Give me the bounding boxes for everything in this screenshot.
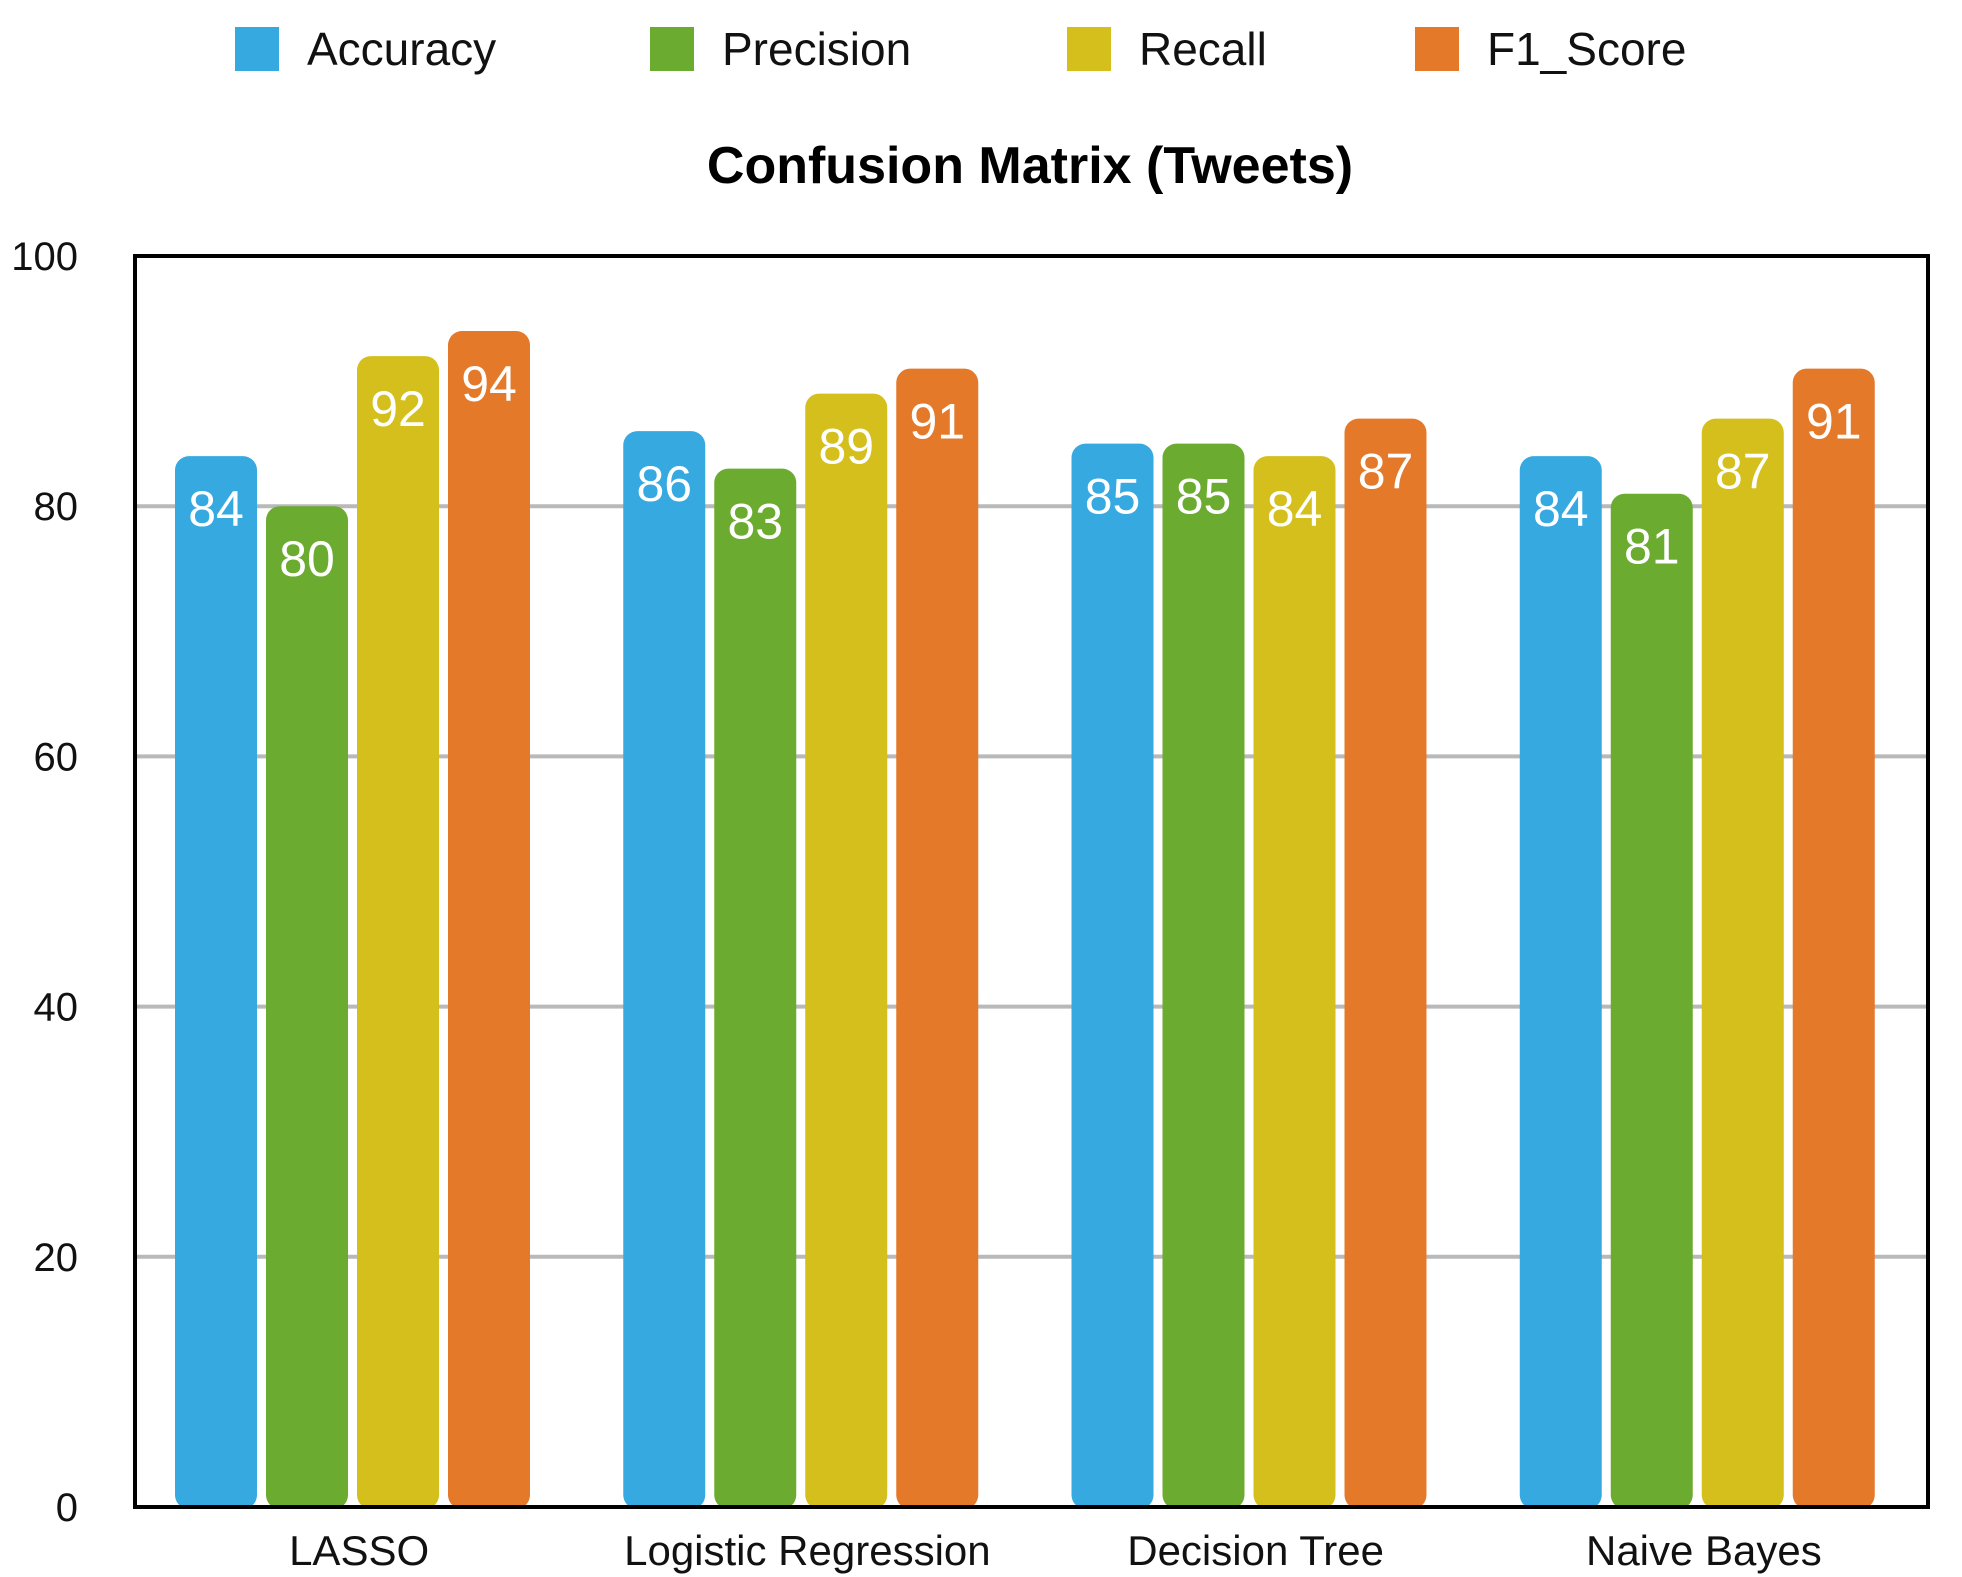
data-label: 81	[1624, 519, 1680, 575]
bar-recall-naive-bayes	[1701, 418, 1784, 1509]
bar-precision-naive-bayes	[1610, 493, 1693, 1509]
data-label: 87	[1358, 444, 1414, 500]
x-axis-categories: LASSO Logistic Regression Decision Tree Nai…	[289, 1527, 1822, 1574]
bar-f1-score-naive-bayes	[1792, 368, 1875, 1510]
bar-recall-decision-tree	[1253, 456, 1336, 1509]
bar-accuracy-logistic-regression	[623, 431, 706, 1509]
y-tick-label: 80	[34, 485, 79, 529]
data-label: 84	[1267, 481, 1323, 537]
y-tick-label: 60	[34, 735, 79, 779]
x-category-label: Decision Tree	[1127, 1527, 1384, 1574]
y-tick-label: 0	[56, 1486, 78, 1530]
bar-recall-lasso	[357, 356, 439, 1510]
data-label: 91	[909, 394, 965, 450]
data-label: 89	[818, 419, 874, 475]
bar-precision-decision-tree	[1162, 443, 1245, 1509]
data-label: 86	[636, 456, 692, 512]
legend-entry: F1_Score	[1487, 23, 1686, 75]
bar-accuracy-decision-tree	[1071, 443, 1154, 1509]
bar-precision-logistic-regression	[714, 468, 797, 1509]
x-category-label: LASSO	[289, 1527, 429, 1574]
y-tick-label: 100	[11, 235, 78, 279]
data-label: 84	[188, 481, 244, 537]
data-label: 85	[1085, 469, 1141, 525]
data-label: 91	[1806, 394, 1862, 450]
chart-title: Confusion Matrix (Tweets)	[707, 137, 1353, 195]
legend: Accuracy Precision Recall F1_Score	[235, 23, 1686, 75]
x-category-label: Logistic Regression	[624, 1527, 991, 1574]
bar-f1-score-decision-tree	[1344, 418, 1427, 1509]
bar-precision-lasso	[266, 506, 348, 1509]
legend-entry: Recall	[1139, 23, 1267, 75]
data-label: 80	[279, 531, 335, 587]
legend-swatch	[1067, 27, 1111, 71]
bar-f1-score-lasso	[448, 331, 530, 1509]
data-label: 83	[727, 494, 783, 550]
data-label: 94	[461, 356, 517, 412]
legend-swatch	[650, 27, 694, 71]
bar-accuracy-naive-bayes	[1519, 456, 1602, 1509]
plot-frame	[133, 254, 1930, 1509]
bar-recall-logistic-regression	[805, 393, 888, 1509]
data-labels: 84 80 92 94 86 83 89 91 85 85 84 87 84 81 87 91	[188, 356, 1861, 587]
legend-entry: Accuracy	[307, 23, 496, 75]
data-label: 87	[1715, 444, 1771, 500]
y-tick-label: 20	[34, 1236, 79, 1280]
data-label: 92	[370, 381, 426, 437]
data-label: 84	[1533, 481, 1589, 537]
bar-f1-score-logistic-regression	[896, 368, 979, 1510]
data-label: 85	[1176, 469, 1232, 525]
x-category-label: Naive Bayes	[1586, 1527, 1822, 1574]
y-axis-ticks: 0 20 40 60 80 100	[11, 235, 78, 1530]
bar-accuracy-lasso	[175, 456, 257, 1509]
legend-swatch	[1415, 27, 1459, 71]
bars	[175, 331, 1875, 1510]
y-tick-label: 40	[34, 986, 79, 1030]
legend-entry: Precision	[722, 23, 911, 75]
legend-swatch	[235, 27, 279, 71]
